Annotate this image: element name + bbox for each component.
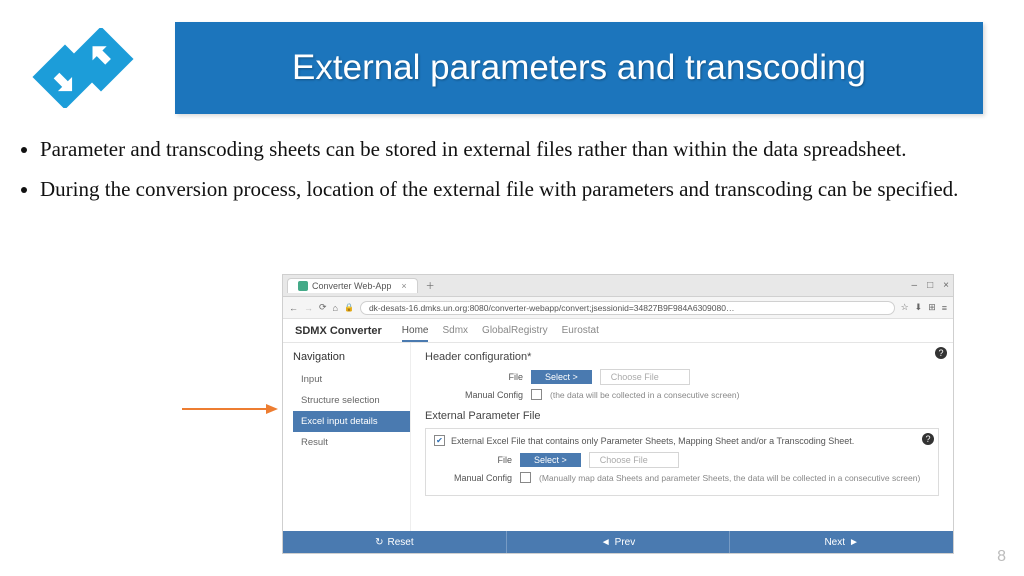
chevron-left-icon: ◄ xyxy=(601,537,611,548)
manual-config-note: (the data will be collected in a consecu… xyxy=(550,390,739,400)
select-file-button[interactable]: Select > xyxy=(531,370,592,384)
ext-file-row: File Select > Choose File xyxy=(442,452,930,468)
ext-manual-config-checkbox[interactable] xyxy=(520,472,531,483)
reset-icon: ↻ xyxy=(375,537,383,548)
choose-ext-file-field[interactable]: Choose File xyxy=(589,452,679,468)
ext-param-title: External Parameter File xyxy=(425,410,939,422)
nav-back-icon[interactable]: ← xyxy=(289,303,298,313)
callout-arrow-icon xyxy=(182,403,278,415)
browser-tab-strip: Converter Web-App × ＋ – □ × xyxy=(283,275,953,297)
bookmark-icon[interactable]: ☆ xyxy=(901,302,909,313)
sidebar-item-excel-input[interactable]: Excel input details xyxy=(293,411,410,432)
window-controls: – □ × xyxy=(912,280,949,291)
manual-config-label: Manual Config xyxy=(453,390,523,400)
nav-home-icon[interactable]: ⌂ xyxy=(333,303,338,313)
manual-config-label: Manual Config xyxy=(442,473,512,483)
select-ext-file-button[interactable]: Select > xyxy=(520,453,581,467)
page-number: 8 xyxy=(997,548,1006,566)
slide-title-bar: External parameters and transcoding xyxy=(175,22,983,114)
app-header: SDMX Converter Home Sdmx GlobalRegistry … xyxy=(283,319,953,343)
app-brand: SDMX Converter xyxy=(295,325,382,337)
help-icon[interactable]: ? xyxy=(935,347,947,359)
chevron-right-icon: ► xyxy=(849,537,859,548)
nav-eurostat[interactable]: Eurostat xyxy=(562,325,599,336)
nav-sdmx[interactable]: Sdmx xyxy=(442,325,468,336)
nav-forward-icon[interactable]: → xyxy=(304,303,313,313)
slide-logo-icon xyxy=(20,28,150,108)
app-body: Navigation Input Structure selection Exc… xyxy=(283,343,953,531)
sidebar-item-structure[interactable]: Structure selection xyxy=(293,390,410,411)
tab-title: Converter Web-App xyxy=(312,281,391,291)
new-tab-button[interactable]: ＋ xyxy=(426,279,435,292)
ext-manual-config-note: (Manually map data Sheets and parameter … xyxy=(539,473,920,483)
prev-button[interactable]: ◄Prev xyxy=(506,531,730,553)
wizard-footer: ↻Reset ◄Prev Next► xyxy=(283,531,953,553)
choose-file-field[interactable]: Choose File xyxy=(600,369,690,385)
lock-icon: 🔒 xyxy=(344,303,354,312)
help-icon[interactable]: ? xyxy=(922,433,934,445)
reset-button[interactable]: ↻Reset xyxy=(283,531,506,553)
sidebar-heading: Navigation xyxy=(293,351,410,363)
main-panel: Header configuration* ? File Select > Ch… xyxy=(411,343,953,531)
slide-title: External parameters and transcoding xyxy=(292,47,866,89)
sidebar-item-input[interactable]: Input xyxy=(293,369,410,390)
embedded-screenshot: Converter Web-App × ＋ – □ × ← → ⟳ ⌂ 🔒 dk… xyxy=(282,274,954,554)
bullet-item: During the conversion process, location … xyxy=(40,175,994,203)
nav-reload-icon[interactable]: ⟳ xyxy=(319,302,327,313)
sidebar: Navigation Input Structure selection Exc… xyxy=(283,343,411,531)
extensions-icon[interactable]: ⊞ xyxy=(928,302,936,313)
header-config-title: Header configuration* xyxy=(425,351,939,363)
browser-address-bar: ← → ⟳ ⌂ 🔒 dk-desats-16.dmks.un.org:8080/… xyxy=(283,297,953,319)
download-icon[interactable]: ⬇ xyxy=(915,302,923,313)
sidebar-item-result[interactable]: Result xyxy=(293,432,410,453)
tab-close-icon[interactable]: × xyxy=(401,281,406,291)
nav-globalregistry[interactable]: GlobalRegistry xyxy=(482,325,548,336)
window-minimize-icon[interactable]: – xyxy=(912,280,918,291)
file-row: File Select > Choose File xyxy=(453,369,939,385)
ext-manual-config-row: Manual Config (Manually map data Sheets … xyxy=(442,472,930,483)
window-maximize-icon[interactable]: □ xyxy=(927,280,933,291)
file-label: File xyxy=(453,372,523,382)
bullet-list: Parameter and transcoding sheets can be … xyxy=(22,135,994,216)
tab-favicon-icon xyxy=(298,281,308,291)
manual-config-checkbox[interactable] xyxy=(531,389,542,400)
ext-param-checkbox-label: External Excel File that contains only P… xyxy=(451,436,854,446)
window-close-icon[interactable]: × xyxy=(943,280,949,291)
browser-tab[interactable]: Converter Web-App × xyxy=(287,278,418,293)
manual-config-row: Manual Config (the data will be collecte… xyxy=(453,389,939,400)
ext-param-panel: ? External Excel File that contains only… xyxy=(425,428,939,496)
menu-icon[interactable]: ≡ xyxy=(942,303,947,313)
next-button[interactable]: Next► xyxy=(729,531,953,553)
ext-param-checkbox[interactable] xyxy=(434,435,445,446)
url-field[interactable]: dk-desats-16.dmks.un.org:8080/converter-… xyxy=(360,301,895,315)
bullet-item: Parameter and transcoding sheets can be … xyxy=(40,135,994,163)
nav-home[interactable]: Home xyxy=(402,325,429,342)
file-label: File xyxy=(442,455,512,465)
